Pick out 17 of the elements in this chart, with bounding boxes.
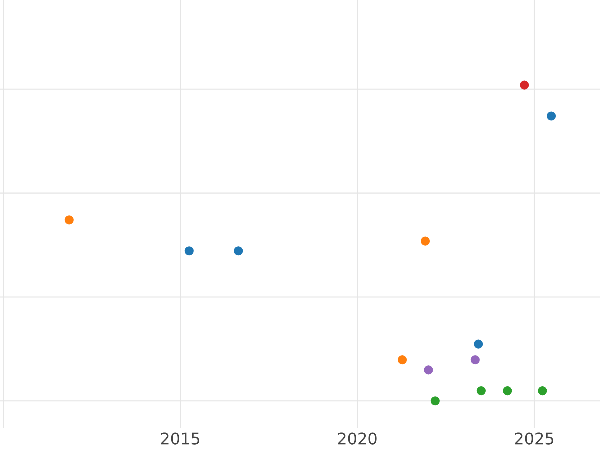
point [234,246,244,256]
point [470,356,480,365]
point [64,216,74,225]
x-tick-label: 2020 [338,432,377,445]
point [184,246,194,256]
x-tick-label: 2025 [515,432,554,445]
point [474,340,484,349]
point [476,386,486,396]
point [520,80,530,90]
point [538,386,548,396]
point [424,366,434,375]
point [503,386,512,396]
x-tick-label: 2015 [161,432,200,445]
point [430,396,440,406]
point [546,112,556,121]
point [420,236,430,246]
point [398,356,408,365]
